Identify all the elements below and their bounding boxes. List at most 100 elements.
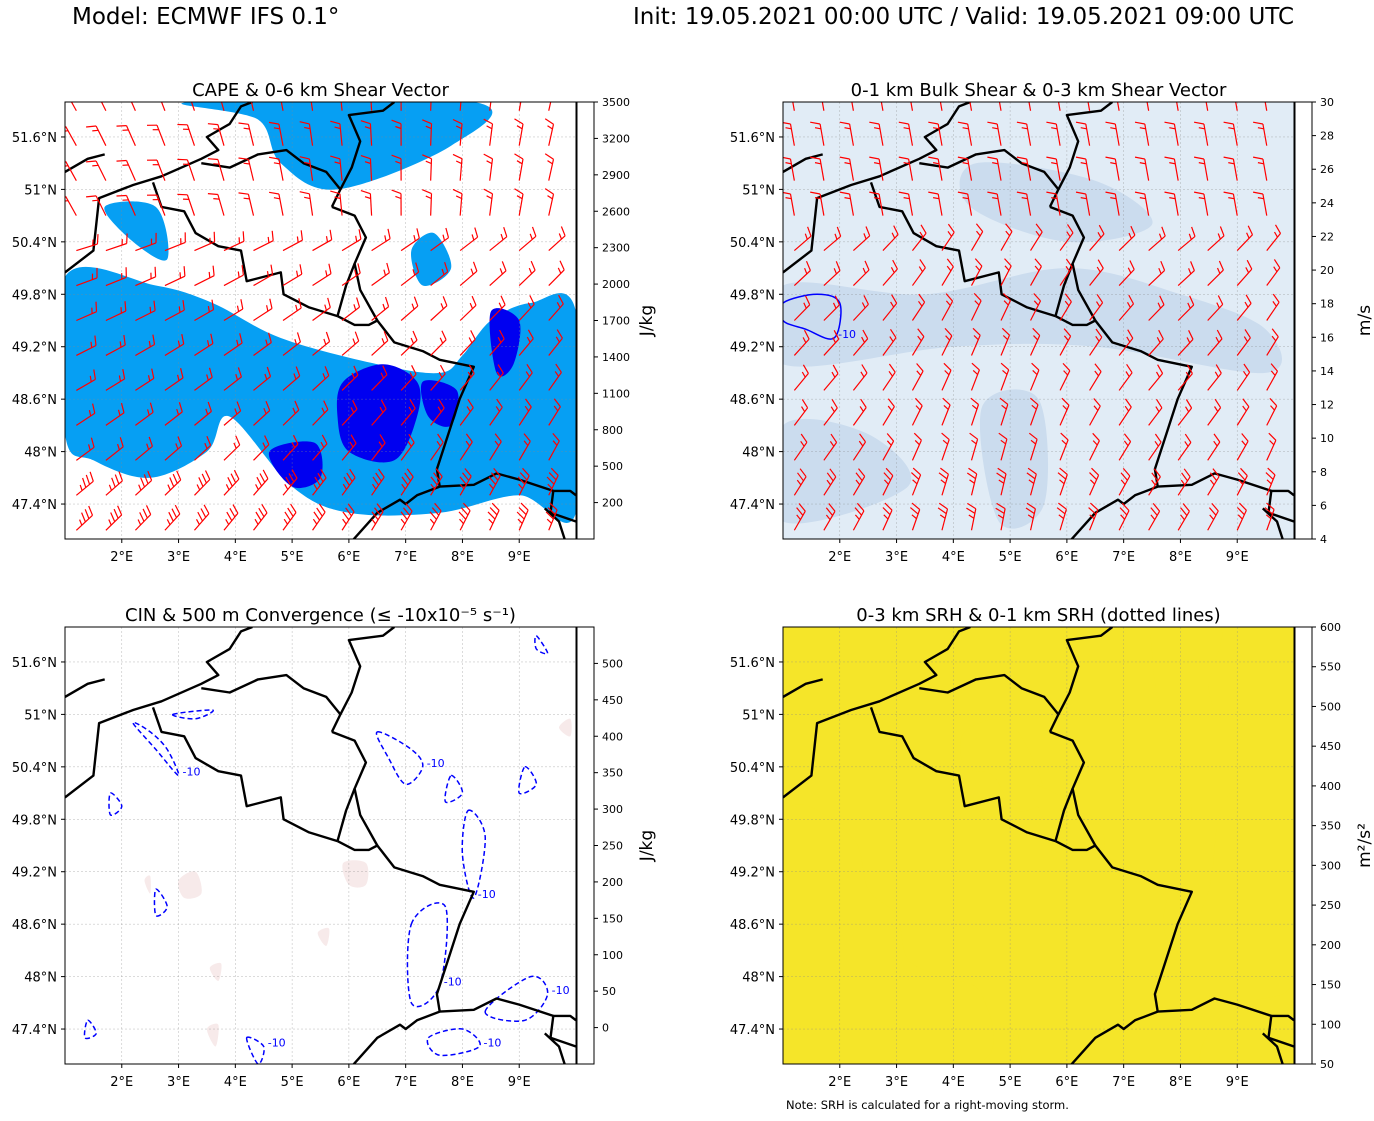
wind-barb-flag [330,190,341,195]
wind-barb [908,123,914,146]
wind-barb [156,124,166,146]
wind-barb-flag [213,198,220,200]
wind-barb-flag [830,406,835,413]
wind-barb [194,241,215,252]
wind-barb-flag [429,518,435,525]
wind-barb-flag [455,195,462,200]
wind-barb-flag [425,160,432,165]
map-frame [782,101,1295,540]
x-tick-label: 5°E [999,1075,1022,1090]
wind-barb [223,376,242,391]
wind-barb-flag [1002,335,1009,341]
wind-barb-flag [1080,162,1087,165]
wind-barb-flag [832,364,839,374]
wind-barb [1266,233,1281,251]
wind-barb-flag [1058,502,1067,510]
wind-barb-flag [1003,300,1009,306]
wind-barb-flag [488,476,497,485]
y-tick-label: 49.2°N [12,341,57,356]
wind-barb-flag [147,375,151,382]
wind-barb-flag [208,271,211,278]
wind-barb [1148,235,1166,252]
wind-barb [1232,123,1238,146]
wind-barb-flag [917,335,922,342]
wind-barb-flag [529,233,533,240]
wind-barb-flag [207,340,210,347]
wind-barb-flag [1252,121,1264,125]
x-tick-label: 5°E [281,550,304,565]
wind-barb-flag [364,196,371,200]
wind-barb-flag [831,399,838,409]
wind-barb-flag [858,440,864,447]
wind-barb [217,124,225,146]
wind-barb-flag [1095,335,1100,342]
wind-barb-flag [1095,328,1103,338]
wind-barb [1026,123,1032,146]
wind-barb-flag [1191,226,1196,237]
wind-barb-flag [500,233,504,240]
wind-barb-flag [862,329,869,339]
wind-barb-flag [213,163,220,165]
wind-barb [371,272,390,287]
wind-barb-flag [407,441,412,447]
map-content [783,627,1294,1064]
wind-barb-flag [1180,514,1185,520]
wind-barb-flag [858,468,866,477]
wind-barb [1266,336,1279,356]
filled-region [783,804,994,1064]
wind-barb [160,102,166,111]
wind-barb-flag [946,265,952,272]
x-tick-label: 8°E [451,550,474,565]
wind-barb [76,277,98,287]
wind-barb [792,102,795,111]
wind-barb-flag [861,302,866,309]
wind-barb-flag [292,434,299,445]
country-border [1094,844,1193,1012]
wind-barb-flag [1089,472,1098,481]
wind-barb-flag [148,436,153,447]
wind-barb-flag [1223,156,1234,160]
wind-barb-flag [796,514,801,520]
wind-barb [1118,441,1132,461]
wind-barb [430,271,449,287]
filled-region [489,308,521,377]
wind-barb-flag [810,156,821,160]
wind-barb-flag [1026,472,1036,480]
wind-barb [793,338,810,356]
wind-barb [223,512,239,531]
wind-barb-flag [118,375,122,382]
wind-barb-flag [781,87,791,89]
colorbar-tick-label: 18 [1320,298,1334,311]
wind-barb [105,446,124,461]
wind-barb-flag [995,507,1005,514]
colorbar-tick-label: 400 [1320,780,1341,793]
wind-barb-flag [545,511,554,520]
wind-barb [105,276,127,287]
wind-barb [400,271,419,287]
wind-barb-flag [422,119,432,125]
wind-barb-flag [387,228,391,239]
wind-barb-flag [1119,507,1128,516]
wind-barb-flag [379,434,386,444]
wind-barb [223,444,241,461]
wind-barb-flag [238,192,249,195]
wind-barb-flag [560,226,566,237]
wind-barb [1176,102,1179,111]
wind-barb-flag [1169,197,1176,200]
wind-barb-flag [799,468,807,478]
wind-barb-flag [1274,224,1282,234]
wind-barb-flag [1126,302,1131,308]
wind-barb-flag [294,339,298,346]
wind-barb-flag [381,338,385,345]
y-tick-label: 51°N [742,708,775,723]
wind-barb [548,102,552,111]
wind-barb-flag [264,373,268,380]
wind-barb-flag [1164,121,1175,125]
wind-barb-flag [1190,261,1195,271]
wind-barb-flag [1209,472,1218,481]
wind-barb-flag [1097,232,1102,238]
wind-barb-flag [831,371,836,378]
wind-barb-flag [1270,363,1278,372]
wind-barb [1262,123,1268,146]
wind-barb-flag [206,435,212,446]
